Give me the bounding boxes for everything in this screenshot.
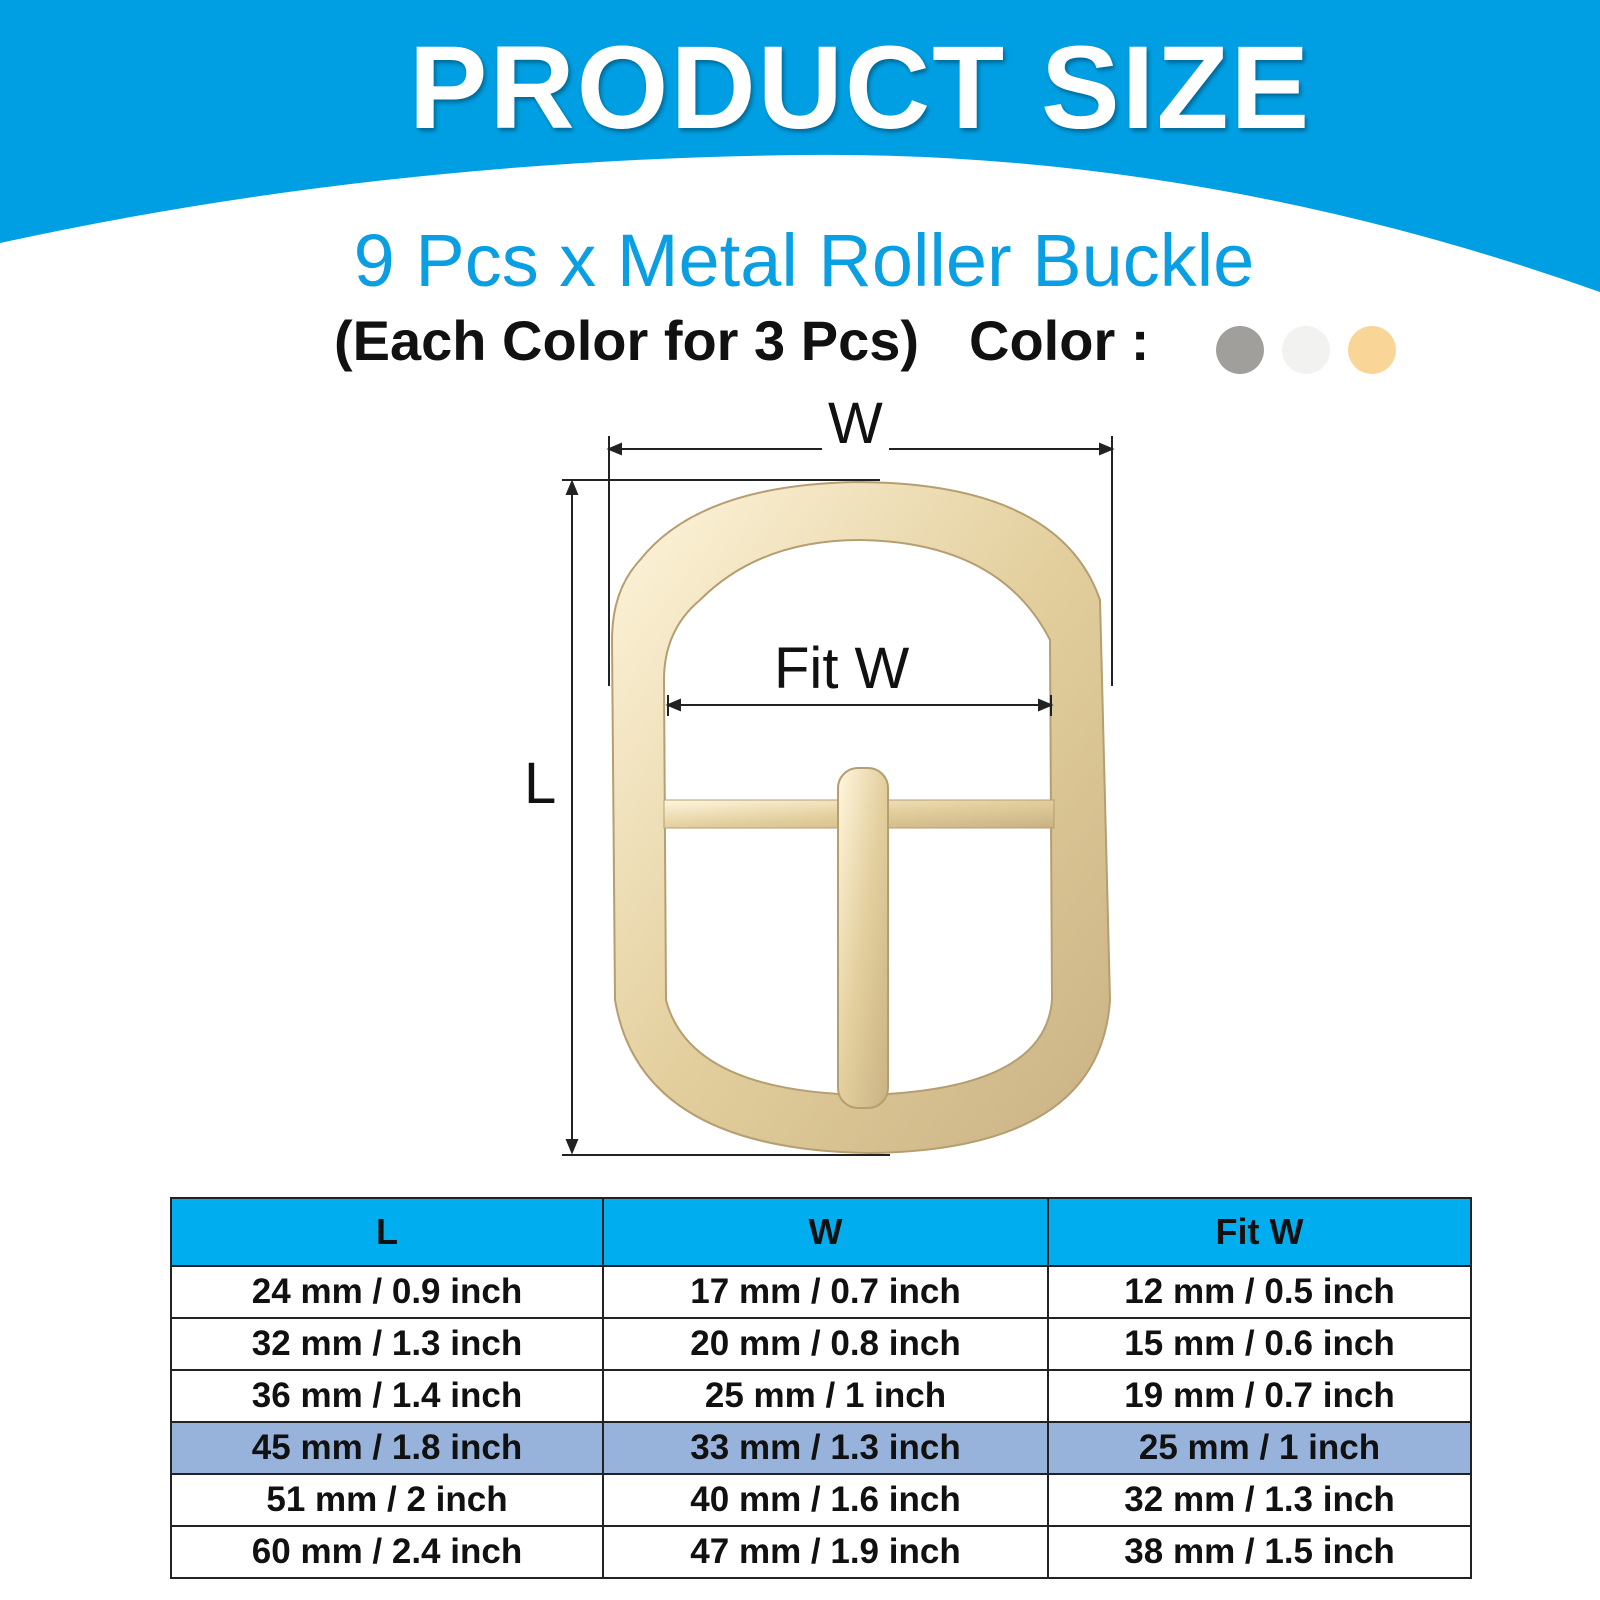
header-w: W — [602, 1197, 1049, 1267]
swatch-silver — [1282, 326, 1330, 374]
table-row: 51 mm / 2 inch 40 mm / 1.6 inch 32 mm / 1.… — [170, 1473, 1472, 1527]
table-cell: 51 mm / 2 inch — [170, 1473, 604, 1527]
table-cell: 33 mm / 1.3 inch — [602, 1421, 1049, 1475]
table-row: 32 mm / 1.3 inch 20 mm / 0.8 inch 15 mm / … — [170, 1317, 1472, 1371]
table-cell: 19 mm / 0.7 inch — [1047, 1369, 1472, 1423]
table-cell: 15 mm / 0.6 inch — [1047, 1317, 1472, 1371]
width-label: W — [822, 390, 889, 457]
table-row: 24 mm / 0.9 inch 17 mm / 0.7 inch 12 mm / … — [170, 1265, 1472, 1319]
swatch-gold — [1348, 326, 1396, 374]
quantity-note: (Each Color for 3 Pcs) — [334, 309, 920, 372]
header-l: L — [170, 1197, 604, 1267]
table-row: 60 mm / 2.4 inch 47 mm / 1.9 inch 38 mm / … — [170, 1525, 1472, 1579]
table-cell: 12 mm / 0.5 inch — [1047, 1265, 1472, 1319]
page-title: PRODUCT SIZE — [408, 22, 1312, 154]
header-fit-w: Fit W — [1047, 1197, 1472, 1267]
fit-width-label: Fit W — [774, 636, 910, 701]
length-label: L — [524, 751, 557, 816]
header-banner — [0, 0, 1600, 292]
table-cell: 25 mm / 1 inch — [1047, 1421, 1472, 1475]
color-note: (Each Color for 3 Pcs) Color : — [334, 308, 1149, 373]
buckle-image — [610, 480, 1112, 1155]
table-header: L W Fit W — [170, 1197, 1472, 1267]
table-cell: 60 mm / 2.4 inch — [170, 1525, 604, 1579]
buckle-diagram — [562, 436, 1115, 1156]
size-table: L W Fit W 24 mm / 0.9 inch 17 mm / 0.7 in… — [170, 1197, 1472, 1579]
table-cell: 32 mm / 1.3 inch — [170, 1317, 604, 1371]
table-cell: 45 mm / 1.8 inch — [170, 1421, 604, 1475]
table-row: 45 mm / 1.8 inch 33 mm / 1.3 inch 25 mm / … — [170, 1421, 1472, 1475]
table-cell: 38 mm / 1.5 inch — [1047, 1525, 1472, 1579]
table-cell: 36 mm / 1.4 inch — [170, 1369, 604, 1423]
table-cell: 32 mm / 1.3 inch — [1047, 1473, 1472, 1527]
product-subtitle: 9 Pcs x Metal Roller Buckle — [353, 219, 1255, 302]
table-cell: 24 mm / 0.9 inch — [170, 1265, 604, 1319]
table-cell: 20 mm / 0.8 inch — [602, 1317, 1049, 1371]
table-cell: 47 mm / 1.9 inch — [602, 1525, 1049, 1579]
table-cell: 17 mm / 0.7 inch — [602, 1265, 1049, 1319]
swatch-gray — [1216, 326, 1264, 374]
color-label: Color : — [969, 309, 1150, 372]
table-row: 36 mm / 1.4 inch 25 mm / 1 inch 19 mm / 0.… — [170, 1369, 1472, 1423]
table-cell: 25 mm / 1 inch — [602, 1369, 1049, 1423]
table-cell: 40 mm / 1.6 inch — [602, 1473, 1049, 1527]
